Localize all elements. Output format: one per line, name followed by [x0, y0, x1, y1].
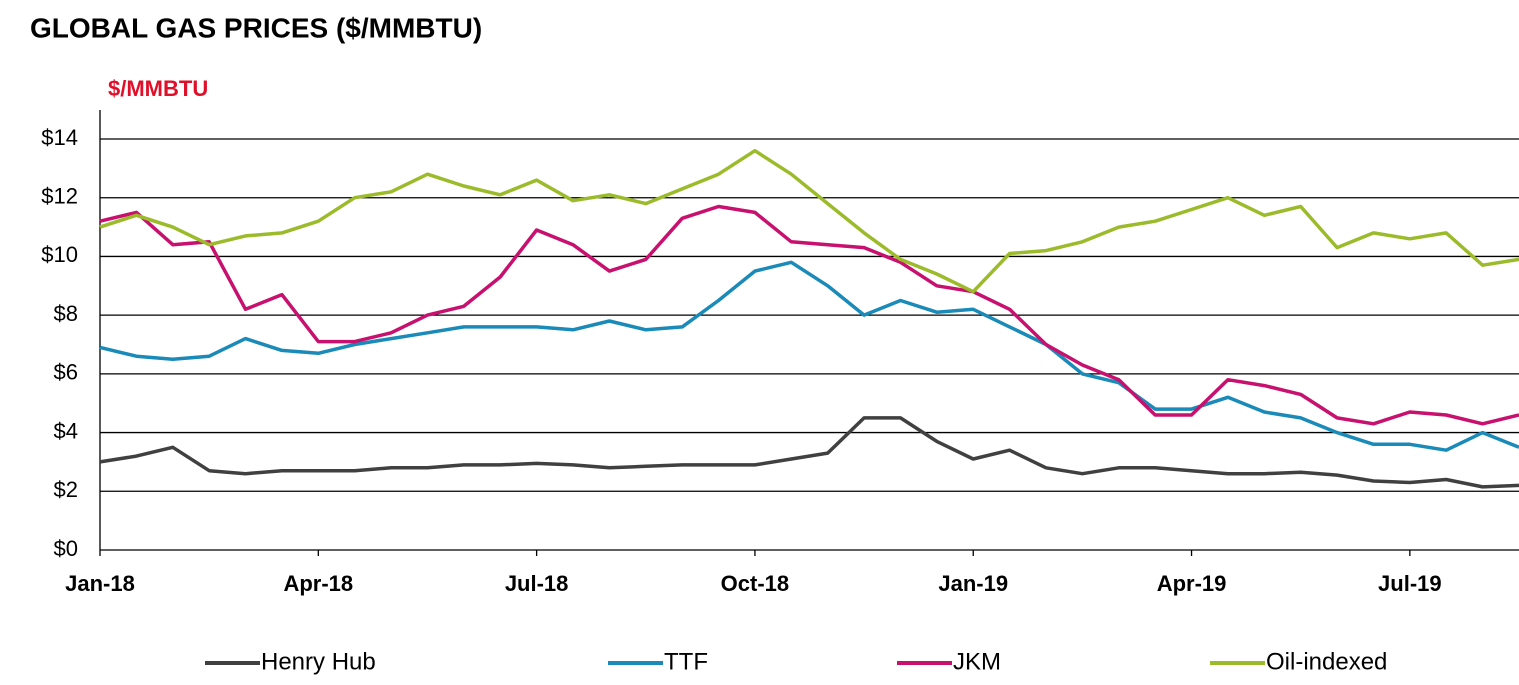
- series-line: [99, 148, 1519, 294]
- series-line: [99, 260, 1519, 452]
- x-tick-label: Jul-18: [505, 571, 569, 596]
- y-tick-label: $8: [54, 301, 78, 326]
- legend-label: Oil-indexed: [1266, 648, 1387, 675]
- y-tick-label: $4: [54, 418, 78, 443]
- x-tick-label: Jan-19: [938, 571, 1008, 596]
- y-tick-label: $6: [54, 360, 78, 385]
- series-line: [99, 416, 1519, 489]
- legend-label: Henry Hub: [261, 648, 376, 675]
- series-line: [99, 204, 1519, 426]
- chart-title: GLOBAL GAS PRICES ($/MMBTU): [30, 12, 482, 43]
- x-tick-label: Apr-18: [283, 571, 353, 596]
- y-tick-label: $0: [54, 536, 78, 561]
- y-tick-label: $12: [41, 184, 78, 209]
- x-tick-label: Jan-18: [65, 571, 135, 596]
- legend-label: JKM: [953, 648, 1001, 675]
- x-tick-label: Oct-18: [721, 571, 789, 596]
- x-tick-label: Apr-19: [1157, 571, 1227, 596]
- y-tick-label: $14: [41, 125, 78, 150]
- y-axis-label: $/MMBTU: [108, 76, 208, 101]
- y-tick-label: $10: [41, 242, 78, 267]
- y-tick-label: $2: [54, 477, 78, 502]
- x-tick-label: Jul-19: [1378, 571, 1442, 596]
- legend-label: TTF: [664, 648, 708, 675]
